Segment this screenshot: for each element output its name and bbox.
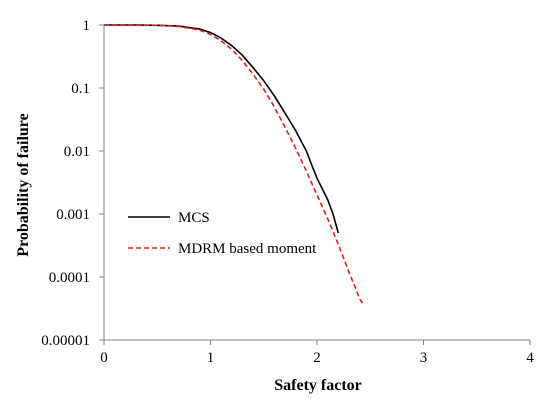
y-tick-label: 0.1 [71,81,90,97]
legend-label-mdrm: MDRM based moment [178,241,317,257]
y-axis-title: Probability of failure [15,113,32,256]
y-tick-label: 1 [83,18,91,34]
series-layer [104,24,364,304]
legend-label-mcs: MCS [178,210,210,226]
y-tick-label: 0.001 [56,207,90,223]
series-line-mcs [104,24,340,234]
legend: MCS MDRM based moment [128,210,317,257]
x-tick-label: 1 [207,350,215,366]
x-tick-label: 2 [313,350,321,366]
y-tick-label: 0.0001 [49,270,90,286]
axes: 0 1 2 3 4 1 0.1 0.01 0.001 0.0001 0.00001 [41,18,534,366]
x-tick-label: 4 [526,350,534,366]
y-tick-label: 0.00001 [41,333,90,349]
x-axis-title: Safety factor [274,377,362,394]
x-tick-label: 0 [100,350,108,366]
y-tick-label: 0.01 [64,144,90,160]
x-tick-label: 3 [420,350,428,366]
series-line-mdrm [104,24,364,304]
